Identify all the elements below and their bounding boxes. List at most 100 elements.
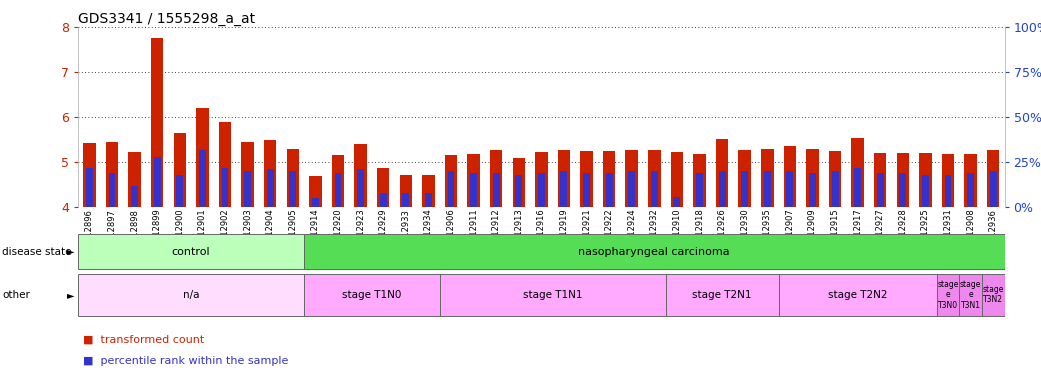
Bar xyxy=(492,173,500,207)
Bar xyxy=(128,152,141,207)
Text: disease state: disease state xyxy=(2,247,72,257)
Bar xyxy=(199,150,206,207)
Bar xyxy=(558,150,570,207)
Bar xyxy=(651,171,658,207)
Bar xyxy=(357,169,364,207)
Text: stage T2N1: stage T2N1 xyxy=(692,290,752,300)
Bar xyxy=(445,155,457,207)
Bar xyxy=(176,175,183,207)
Bar xyxy=(829,151,841,207)
Bar xyxy=(448,171,454,207)
Bar xyxy=(354,144,366,207)
Bar xyxy=(86,168,93,207)
Text: control: control xyxy=(172,247,210,257)
Bar xyxy=(402,193,409,207)
Bar xyxy=(603,151,615,207)
Bar xyxy=(422,175,434,207)
Bar xyxy=(670,152,683,207)
Bar xyxy=(716,139,729,207)
Bar xyxy=(809,173,816,207)
Text: stage
e
T3N1: stage e T3N1 xyxy=(960,280,982,310)
Text: stage T2N2: stage T2N2 xyxy=(828,290,887,300)
Bar xyxy=(855,168,861,207)
Bar xyxy=(471,173,477,207)
Bar xyxy=(990,171,996,207)
Text: stage T1N0: stage T1N0 xyxy=(342,290,402,300)
Bar xyxy=(852,138,864,207)
Bar xyxy=(629,171,635,207)
Bar xyxy=(741,171,748,207)
Bar xyxy=(108,173,116,207)
Text: ►: ► xyxy=(67,290,75,300)
Bar xyxy=(439,273,665,316)
Bar xyxy=(309,176,322,207)
Bar xyxy=(987,150,999,207)
Bar xyxy=(515,175,523,207)
Bar xyxy=(380,193,386,207)
Bar xyxy=(219,122,231,207)
Bar xyxy=(784,146,796,207)
Bar xyxy=(779,273,937,316)
Text: stage
T3N2: stage T3N2 xyxy=(983,285,1004,305)
Bar xyxy=(78,234,304,269)
Bar xyxy=(580,151,592,207)
Bar xyxy=(196,108,208,207)
Bar xyxy=(264,140,276,207)
Bar xyxy=(83,143,96,207)
Bar xyxy=(377,168,389,207)
Text: stage T1N1: stage T1N1 xyxy=(523,290,582,300)
Bar xyxy=(942,154,955,207)
Bar xyxy=(286,149,299,207)
Bar xyxy=(937,273,960,316)
Bar xyxy=(467,154,480,207)
Bar xyxy=(151,38,163,207)
Bar xyxy=(131,186,138,207)
Bar xyxy=(242,142,254,207)
Text: other: other xyxy=(2,290,30,300)
Bar xyxy=(106,142,119,207)
Bar xyxy=(761,149,773,207)
Bar xyxy=(304,273,439,316)
Bar xyxy=(877,173,884,207)
Bar xyxy=(538,173,544,207)
Bar xyxy=(312,198,319,207)
Text: ■  transformed count: ■ transformed count xyxy=(83,335,204,345)
Text: GDS3341 / 1555298_a_at: GDS3341 / 1555298_a_at xyxy=(78,12,255,26)
Bar xyxy=(718,171,726,207)
Bar xyxy=(693,154,706,207)
Text: nasopharyngeal carcinoma: nasopharyngeal carcinoma xyxy=(579,247,730,257)
Text: ■  percentile rank within the sample: ■ percentile rank within the sample xyxy=(83,356,288,366)
Bar xyxy=(222,168,228,207)
Bar xyxy=(583,173,590,207)
Bar xyxy=(674,197,681,207)
Bar xyxy=(960,273,982,316)
Bar xyxy=(626,150,638,207)
Bar xyxy=(696,173,703,207)
Bar xyxy=(665,273,779,316)
Text: n/a: n/a xyxy=(183,290,199,300)
Bar xyxy=(560,171,567,207)
Bar xyxy=(786,171,793,207)
Bar xyxy=(174,133,186,207)
Bar xyxy=(807,149,818,207)
Bar xyxy=(245,171,251,207)
Bar xyxy=(764,171,770,207)
Bar xyxy=(266,169,274,207)
Bar xyxy=(982,273,1005,316)
Bar xyxy=(919,153,932,207)
Bar xyxy=(899,173,907,207)
Bar xyxy=(606,173,612,207)
Bar xyxy=(400,175,412,207)
Bar xyxy=(964,154,976,207)
Bar xyxy=(289,171,297,207)
Bar xyxy=(944,175,951,207)
Bar xyxy=(896,153,909,207)
Bar xyxy=(649,150,661,207)
Text: ►: ► xyxy=(67,247,75,257)
Bar xyxy=(154,157,160,207)
Bar xyxy=(535,152,548,207)
Bar xyxy=(512,158,525,207)
Text: stage
e
T3N0: stage e T3N0 xyxy=(937,280,959,310)
Bar xyxy=(490,150,503,207)
Bar xyxy=(874,153,887,207)
